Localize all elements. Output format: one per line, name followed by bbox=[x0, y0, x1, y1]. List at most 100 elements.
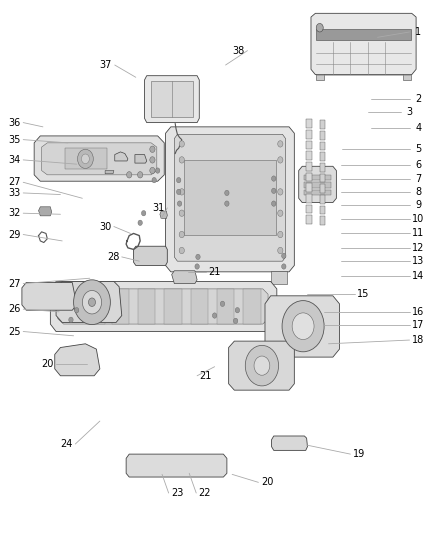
Polygon shape bbox=[320, 184, 325, 193]
Polygon shape bbox=[172, 271, 197, 284]
Circle shape bbox=[78, 149, 93, 168]
Circle shape bbox=[245, 345, 279, 386]
Text: 37: 37 bbox=[100, 60, 112, 70]
Polygon shape bbox=[42, 143, 157, 175]
Text: 26: 26 bbox=[8, 304, 21, 314]
Polygon shape bbox=[304, 182, 331, 188]
Text: 5: 5 bbox=[415, 144, 421, 154]
Polygon shape bbox=[56, 281, 122, 322]
Circle shape bbox=[225, 190, 229, 196]
Polygon shape bbox=[229, 341, 294, 390]
Polygon shape bbox=[306, 194, 312, 203]
Text: 10: 10 bbox=[412, 214, 424, 223]
Circle shape bbox=[278, 231, 283, 238]
Circle shape bbox=[316, 23, 323, 32]
Text: 27: 27 bbox=[8, 177, 21, 187]
Polygon shape bbox=[164, 289, 182, 324]
Polygon shape bbox=[320, 120, 325, 129]
Circle shape bbox=[179, 210, 184, 216]
Polygon shape bbox=[316, 74, 324, 80]
Text: 13: 13 bbox=[412, 256, 424, 266]
Circle shape bbox=[195, 264, 199, 269]
Polygon shape bbox=[50, 281, 277, 332]
Circle shape bbox=[179, 141, 184, 147]
Polygon shape bbox=[34, 136, 164, 181]
Text: 32: 32 bbox=[8, 208, 21, 218]
Polygon shape bbox=[134, 246, 167, 265]
Circle shape bbox=[88, 298, 95, 306]
Polygon shape bbox=[174, 271, 189, 284]
Polygon shape bbox=[151, 81, 193, 117]
Text: 16: 16 bbox=[412, 307, 424, 317]
Circle shape bbox=[235, 308, 240, 313]
Circle shape bbox=[81, 154, 89, 164]
Circle shape bbox=[282, 253, 286, 259]
Text: 17: 17 bbox=[412, 320, 424, 330]
Text: 20: 20 bbox=[261, 478, 273, 487]
Circle shape bbox=[278, 189, 283, 195]
Polygon shape bbox=[191, 289, 208, 324]
Text: 14: 14 bbox=[412, 271, 424, 281]
Polygon shape bbox=[145, 76, 199, 123]
Polygon shape bbox=[403, 74, 411, 80]
Circle shape bbox=[272, 201, 276, 206]
Polygon shape bbox=[306, 130, 312, 139]
Text: 7: 7 bbox=[415, 174, 421, 183]
Text: 25: 25 bbox=[8, 327, 21, 336]
Circle shape bbox=[282, 264, 286, 269]
Polygon shape bbox=[320, 131, 325, 140]
Polygon shape bbox=[55, 344, 100, 376]
Circle shape bbox=[74, 308, 79, 313]
Circle shape bbox=[278, 157, 283, 163]
Text: 15: 15 bbox=[357, 289, 370, 299]
Circle shape bbox=[272, 176, 276, 181]
Polygon shape bbox=[22, 282, 77, 310]
Polygon shape bbox=[306, 141, 312, 149]
Polygon shape bbox=[299, 166, 336, 203]
Text: 28: 28 bbox=[107, 252, 119, 262]
Circle shape bbox=[150, 146, 155, 152]
Circle shape bbox=[127, 172, 132, 178]
Text: 27: 27 bbox=[8, 279, 21, 288]
Text: 18: 18 bbox=[412, 335, 424, 345]
Polygon shape bbox=[320, 174, 325, 182]
Circle shape bbox=[141, 211, 146, 216]
Circle shape bbox=[177, 177, 181, 183]
Circle shape bbox=[155, 168, 160, 173]
Polygon shape bbox=[243, 289, 261, 324]
Text: 2: 2 bbox=[415, 94, 421, 103]
Circle shape bbox=[225, 201, 229, 206]
Polygon shape bbox=[316, 29, 411, 40]
Polygon shape bbox=[320, 152, 325, 161]
Polygon shape bbox=[39, 207, 52, 216]
Polygon shape bbox=[320, 206, 325, 214]
Circle shape bbox=[74, 280, 110, 325]
Polygon shape bbox=[320, 216, 325, 225]
Circle shape bbox=[138, 220, 142, 225]
Polygon shape bbox=[304, 190, 331, 195]
Text: 36: 36 bbox=[8, 118, 21, 127]
Circle shape bbox=[282, 301, 324, 352]
Circle shape bbox=[179, 231, 184, 238]
Circle shape bbox=[278, 141, 283, 147]
Text: 24: 24 bbox=[60, 439, 73, 449]
Polygon shape bbox=[272, 436, 307, 450]
Text: 1: 1 bbox=[415, 27, 421, 37]
Text: 31: 31 bbox=[152, 203, 165, 213]
Circle shape bbox=[138, 172, 143, 178]
Circle shape bbox=[220, 301, 225, 306]
Polygon shape bbox=[160, 211, 167, 219]
Circle shape bbox=[150, 167, 155, 174]
Polygon shape bbox=[306, 205, 312, 213]
Text: 3: 3 bbox=[406, 107, 413, 117]
Circle shape bbox=[196, 254, 200, 260]
Circle shape bbox=[177, 201, 182, 206]
Polygon shape bbox=[320, 195, 325, 204]
Polygon shape bbox=[58, 289, 268, 324]
Circle shape bbox=[292, 313, 314, 340]
Polygon shape bbox=[306, 119, 312, 128]
Polygon shape bbox=[217, 289, 234, 324]
Circle shape bbox=[233, 318, 238, 324]
Polygon shape bbox=[126, 454, 227, 477]
Circle shape bbox=[212, 313, 217, 318]
